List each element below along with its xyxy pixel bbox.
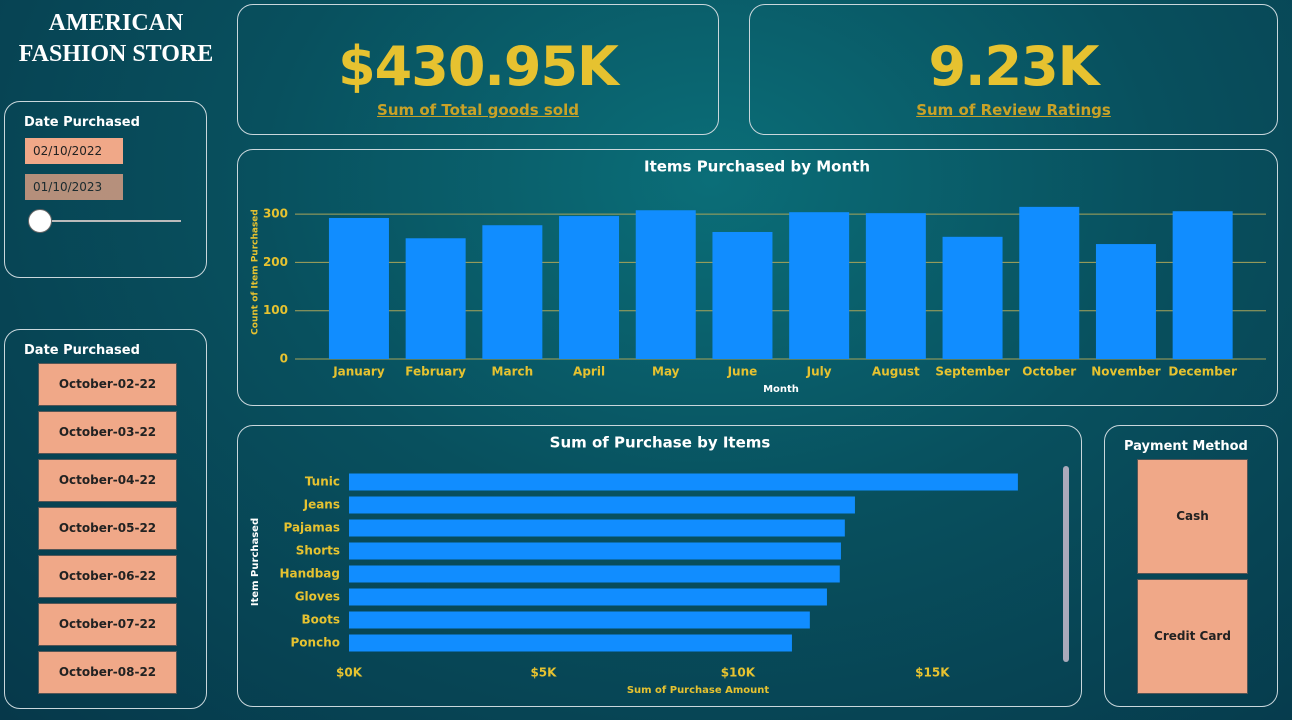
kpi-label: Sum of Review Ratings <box>916 101 1111 119</box>
slicer-title: Payment Method <box>1124 439 1248 454</box>
scrollbar[interactable] <box>1063 466 1069 662</box>
date-input[interactable]: 02/10/2022 <box>25 138 123 164</box>
payment-tile[interactable]: Credit Card <box>1137 579 1248 694</box>
slicer-title: Date Purchased <box>24 343 140 358</box>
kpi-card: $430.95K Sum of Total goods sold <box>237 4 719 135</box>
kpi-value: $430.95K <box>338 35 619 98</box>
chart-panel <box>237 149 1278 406</box>
date-slicer: Date Purchased 02/10/2022 01/10/2023 <box>4 101 207 278</box>
date-list: Date Purchased October-02-22 October-03-2… <box>4 329 207 709</box>
slider-handle[interactable] <box>28 209 52 233</box>
slicer-title: Date Purchased <box>24 115 140 130</box>
slider-track <box>35 220 181 222</box>
payment-tile[interactable]: Cash <box>1137 459 1248 574</box>
date-tile[interactable]: October-05-22 <box>38 507 177 550</box>
payment-slicer: Payment Method Cash Credit Card <box>1104 425 1278 707</box>
kpi-label: Sum of Total goods sold <box>377 101 579 119</box>
chart-panel <box>237 425 1082 707</box>
date-tile[interactable]: October-02-22 <box>38 363 177 406</box>
kpi-value: 9.23K <box>928 35 1099 98</box>
date-tile[interactable]: October-07-22 <box>38 603 177 646</box>
kpi-card: 9.23K Sum of Review Ratings <box>749 4 1278 135</box>
date-tile[interactable]: October-04-22 <box>38 459 177 502</box>
date-tile[interactable]: October-06-22 <box>38 555 177 598</box>
page-title: AMERICAN FASHION STORE <box>18 10 214 67</box>
date-input[interactable]: 01/10/2023 <box>25 174 123 200</box>
date-tile[interactable]: October-03-22 <box>38 411 177 454</box>
date-tile[interactable]: October-08-22 <box>38 651 177 694</box>
